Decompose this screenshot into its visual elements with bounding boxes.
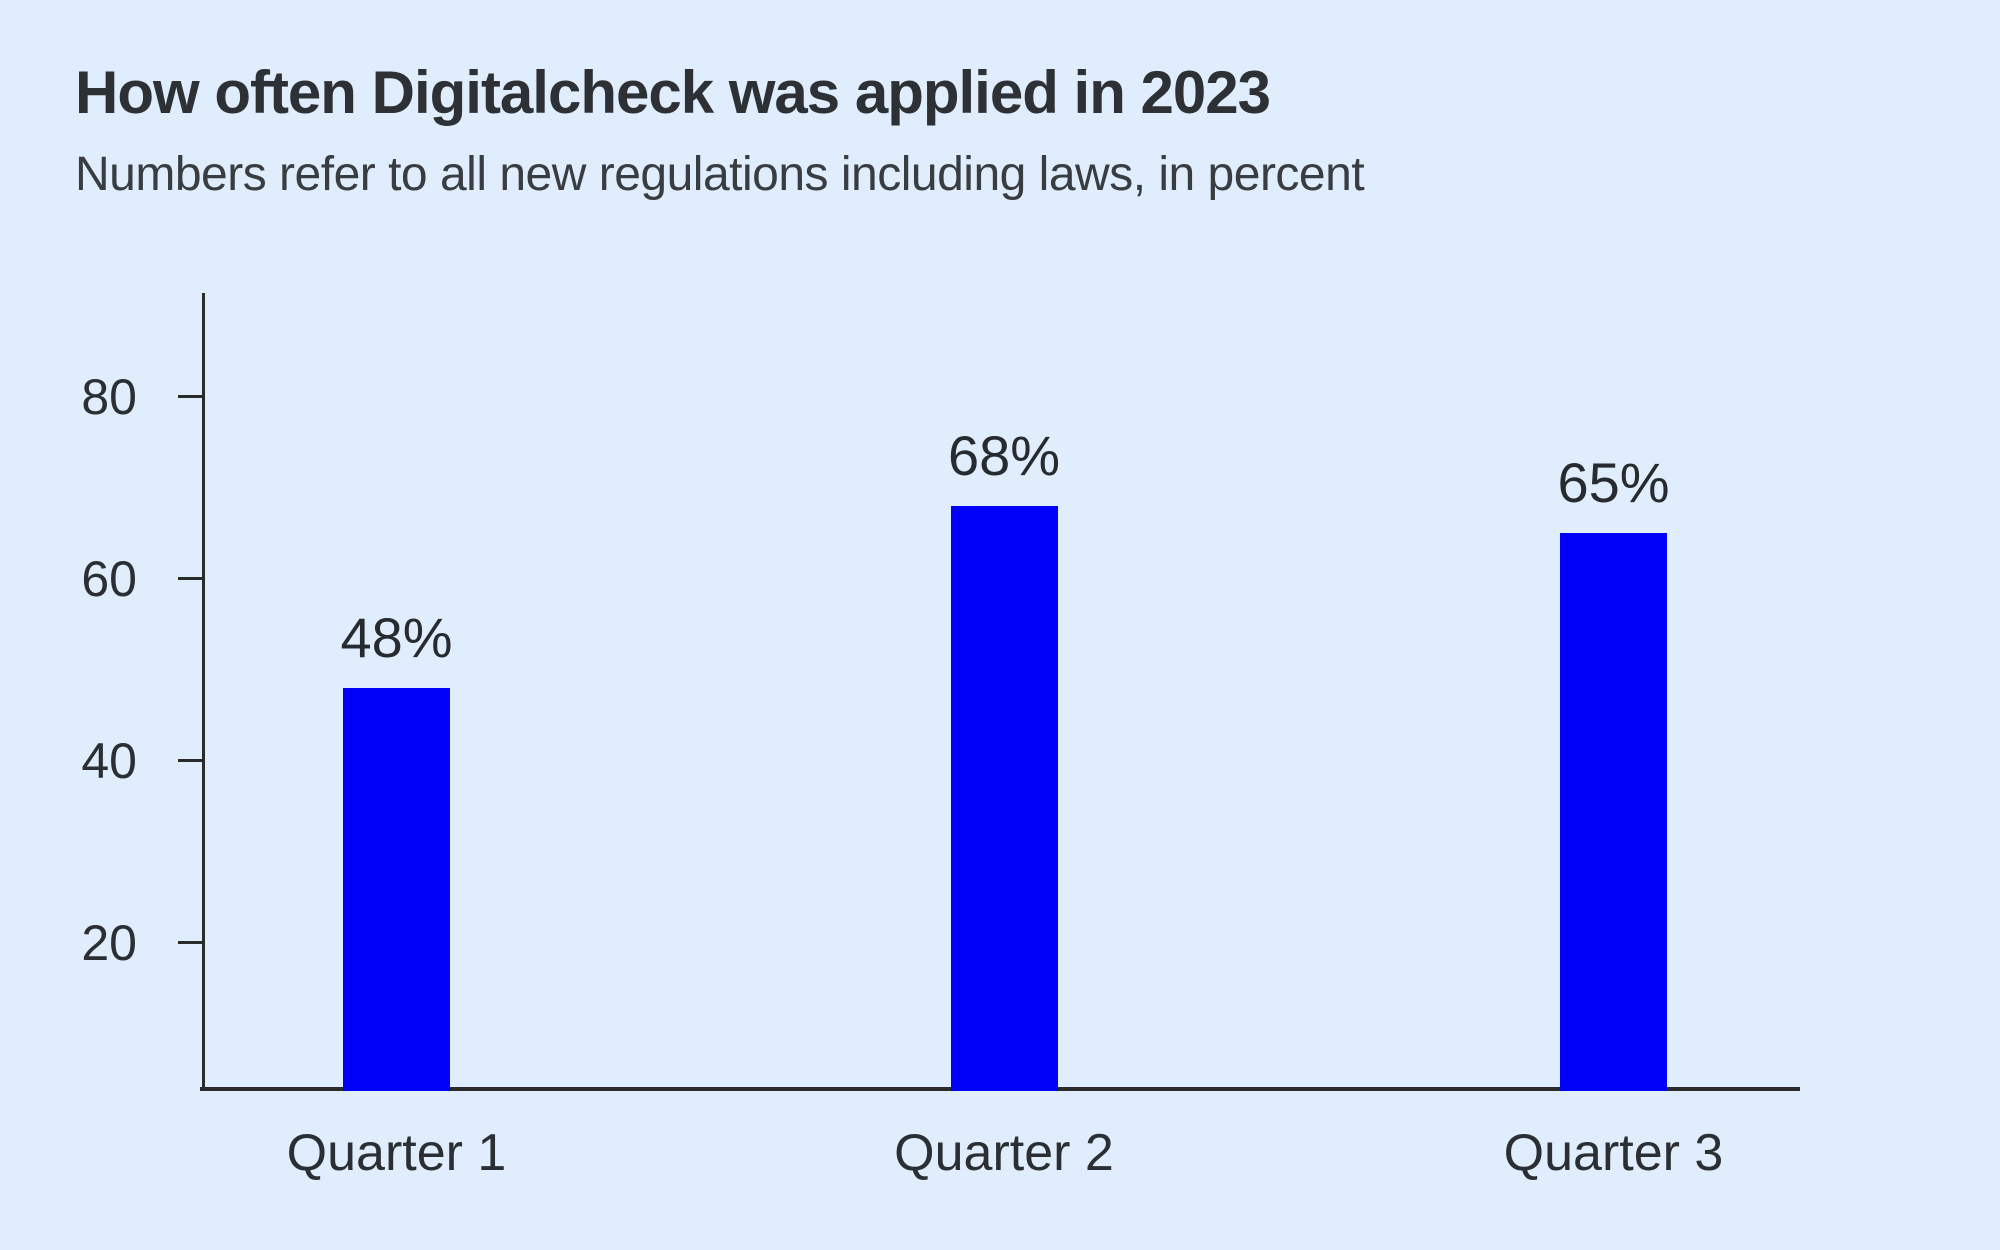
y-tick-label: 40 <box>81 732 137 789</box>
y-axis-line <box>202 293 205 1091</box>
y-tick-mark <box>178 759 202 763</box>
y-tick-mark <box>178 941 202 945</box>
chart-subtitle: Numbers refer to all new regulations inc… <box>75 148 1365 201</box>
x-category-label: Quarter 3 <box>1503 1124 1724 1182</box>
y-tick-label: 80 <box>81 368 137 425</box>
bar-value-label: 48% <box>340 605 453 669</box>
bar-1 <box>343 687 450 1091</box>
y-tick-mark <box>178 395 202 399</box>
bar-value-label: 65% <box>1557 451 1670 515</box>
y-tick-label: 60 <box>81 550 137 607</box>
y-tick-label: 20 <box>81 914 137 971</box>
chart-title: How often Digitalcheck was applied in 20… <box>75 59 1271 126</box>
bar-3 <box>1560 533 1667 1091</box>
x-category-label: Quarter 1 <box>286 1124 507 1182</box>
bar-value-label: 68% <box>947 423 1061 487</box>
bar-2 <box>950 505 1058 1091</box>
x-category-label: Quarter 2 <box>894 1124 1114 1182</box>
y-tick-mark <box>178 577 202 581</box>
